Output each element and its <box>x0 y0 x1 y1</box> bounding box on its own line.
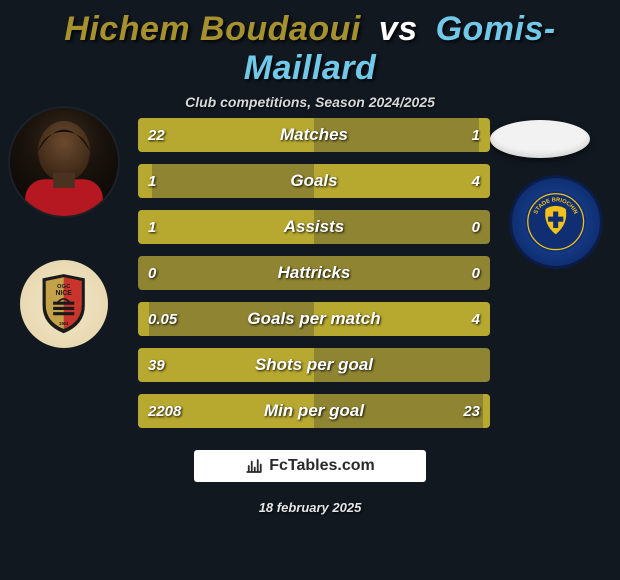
stat-label: Assists <box>138 210 490 244</box>
player1-avatar-icon <box>10 108 118 216</box>
stade-briochin-crest-icon: STADE BRIOCHIN <box>524 190 587 253</box>
stat-label: Min per goal <box>138 394 490 428</box>
snapshot-date: 18 february 2025 <box>0 500 620 515</box>
svg-text:1904: 1904 <box>59 321 69 326</box>
stat-row: 10Assists <box>138 210 490 244</box>
stats-rows: 221Matches 14Goals 10Assists 00Hattricks 0.0… <box>138 118 490 440</box>
player1-name: Hichem Boudaoui <box>64 10 361 48</box>
player1-photo <box>10 108 118 216</box>
svg-text:OGC: OGC <box>57 284 71 290</box>
stat-label: Shots per goal <box>138 348 490 382</box>
player1-club-badge: OGC NICE 1904 <box>20 260 108 348</box>
stat-row: 39Shots per goal <box>138 348 490 382</box>
player2-photo-placeholder <box>490 120 590 158</box>
stat-row: 220823Min per goal <box>138 394 490 428</box>
stat-row: 14Goals <box>138 164 490 198</box>
brand-attribution[interactable]: FcTables.com <box>194 450 426 482</box>
stat-row: 0.054Goals per match <box>138 302 490 336</box>
vs-text: vs <box>379 10 418 48</box>
subtitle: Club competitions, Season 2024/2025 <box>0 94 620 110</box>
bar-chart-icon <box>245 457 263 475</box>
stat-row: 221Matches <box>138 118 490 152</box>
ogc-nice-crest-icon: OGC NICE 1904 <box>32 272 95 335</box>
stat-label: Goals per match <box>138 302 490 336</box>
brand-text: FcTables.com <box>269 457 375 475</box>
stat-label: Goals <box>138 164 490 198</box>
stat-label: Matches <box>138 118 490 152</box>
stat-row: 00Hattricks <box>138 256 490 290</box>
comparison-title: Hichem Boudaoui vs Gomis-Maillard <box>0 0 620 88</box>
stat-label: Hattricks <box>138 256 490 290</box>
player2-club-badge: STADE BRIOCHIN <box>512 178 600 266</box>
svg-text:NICE: NICE <box>56 291 73 298</box>
